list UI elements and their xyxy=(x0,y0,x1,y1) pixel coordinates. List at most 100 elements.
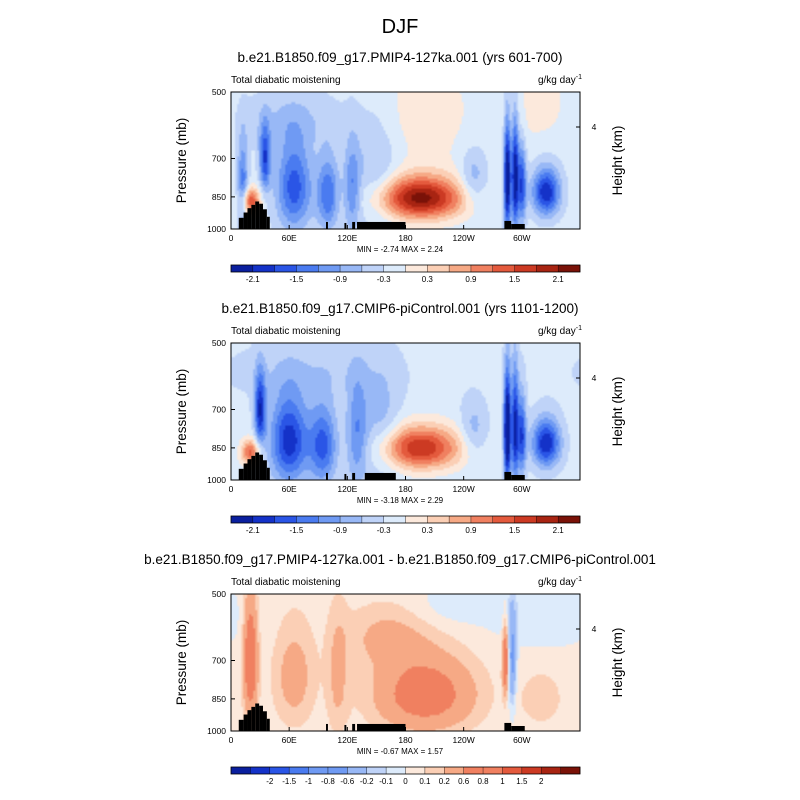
colorbar-swatch xyxy=(514,265,537,272)
topography-block xyxy=(238,468,244,480)
colorbar-swatch xyxy=(521,767,542,774)
field-contours xyxy=(231,92,580,229)
x-tick-label: 120E xyxy=(337,484,357,494)
topography-block xyxy=(504,220,512,229)
x-tick-label: 60E xyxy=(282,484,297,494)
colorbar-swatch xyxy=(383,265,406,272)
colorbar-label: -0.3 xyxy=(377,526,391,535)
topography-block xyxy=(243,463,248,480)
colorbar-swatch xyxy=(492,265,515,272)
units-base: g/kg day xyxy=(538,75,576,86)
units-base: g/kg day xyxy=(538,577,576,588)
colorbar-label: -2.1 xyxy=(246,275,260,284)
colorbar-swatch xyxy=(274,516,297,523)
topography-block xyxy=(364,472,396,480)
colorbar-swatch xyxy=(252,516,275,523)
colorbar-swatch xyxy=(386,767,406,774)
colorbar-label: 1.5 xyxy=(509,526,521,535)
colorbar-swatch xyxy=(274,265,297,272)
topography-block xyxy=(255,201,260,229)
colorbar-swatch xyxy=(502,767,523,774)
colorbar-label: -1.5 xyxy=(282,777,296,786)
x-tick-label: 0 xyxy=(229,233,234,243)
colorbar-label: 2.1 xyxy=(553,526,565,535)
x-tick-label: 180 xyxy=(398,484,412,494)
right-tick-label: 4 xyxy=(592,373,597,383)
colorbar-label: -1.5 xyxy=(290,526,304,535)
right-tick-label: 4 xyxy=(592,624,597,634)
topography-block xyxy=(511,474,525,480)
colorbar-label: -0.9 xyxy=(333,526,347,535)
topography-block xyxy=(344,724,347,731)
colorbar-label: 0.6 xyxy=(458,777,470,786)
topography-block xyxy=(243,212,248,229)
topography-block xyxy=(326,221,328,229)
figure-title: DJF xyxy=(382,16,419,38)
topography-block xyxy=(504,722,512,731)
colorbar-swatch xyxy=(514,516,537,523)
colorbar-label: 2 xyxy=(539,777,544,786)
colorbar-swatch xyxy=(231,767,251,774)
colorbar-swatch xyxy=(427,265,450,272)
y-tick-label: 850 xyxy=(212,443,226,453)
panel-1: b.e21.B1850.f09_g17.PMIP4-127ka.001 (yrs… xyxy=(174,50,625,284)
x-tick-label: 120W xyxy=(453,484,475,494)
colorbar-label: -0.3 xyxy=(377,275,391,284)
x-tick-label: 120E xyxy=(337,735,357,745)
units-exponent: -1 xyxy=(576,74,582,81)
topography-block xyxy=(262,460,267,480)
colorbar-swatch xyxy=(361,265,384,272)
colorbar-swatch xyxy=(405,265,428,272)
topography-block xyxy=(352,221,356,229)
colorbar-label: 0.1 xyxy=(419,777,431,786)
colorbar-swatch xyxy=(327,767,348,774)
colorbar-label: -2 xyxy=(266,777,274,786)
colorbar-swatch xyxy=(449,516,472,523)
topography-block xyxy=(511,725,525,731)
y-tick-label: 500 xyxy=(212,589,226,599)
colorbar-label: 1 xyxy=(500,777,505,786)
colorbar-label: 0.3 xyxy=(422,275,434,284)
right-axis-label: Height (km) xyxy=(610,377,625,447)
units-base: g/kg day xyxy=(538,326,576,337)
topography-block xyxy=(344,473,347,480)
colorbar-label: 0.2 xyxy=(439,777,451,786)
colorbar-swatch xyxy=(347,767,368,774)
y-axis-label: Pressure (mb) xyxy=(174,369,189,455)
colorbar-label: -0.6 xyxy=(340,777,354,786)
topography-block xyxy=(357,723,406,731)
colorbar-swatch xyxy=(296,516,319,523)
topography-block xyxy=(251,204,256,229)
x-tick-label: 60E xyxy=(282,735,297,745)
topography-block xyxy=(259,705,263,731)
panel-title: b.e21.B1850.f09_g17.PMIP4-127ka.001 (yrs… xyxy=(238,50,563,65)
colorbar-swatch xyxy=(252,265,275,272)
panel-2: b.e21.B1850.f09_g17.CMIP6-piControl.001 … xyxy=(174,301,625,535)
field-contours xyxy=(231,594,580,731)
variable-label: Total diabatic moistening xyxy=(231,75,341,86)
colorbar-swatch xyxy=(269,767,290,774)
x-tick-label: 0 xyxy=(229,735,234,745)
units-label: g/kg day-1 xyxy=(538,325,582,337)
y-tick-label: 1000 xyxy=(207,475,226,485)
colorbar-swatch xyxy=(405,767,426,774)
colorbar-label: 0 xyxy=(403,777,408,786)
topography-block xyxy=(259,203,263,229)
y-tick-label: 850 xyxy=(212,694,226,704)
panels: b.e21.B1850.f09_g17.PMIP4-127ka.001 (yrs… xyxy=(144,50,656,786)
x-tick-label: 120W xyxy=(453,735,475,745)
x-tick-label: 180 xyxy=(398,233,412,243)
topography-block xyxy=(255,452,260,480)
colorbar-swatch xyxy=(483,767,503,774)
colorbar-swatch xyxy=(463,767,484,774)
colorbar-swatch xyxy=(250,767,271,774)
colorbar-label: 1.5 xyxy=(516,777,528,786)
variable-label: Total diabatic moistening xyxy=(231,326,341,337)
colorbar-label: -0.1 xyxy=(379,777,393,786)
colorbar-label: 0.3 xyxy=(422,526,434,535)
y-axis-label: Pressure (mb) xyxy=(174,118,189,204)
topography-block xyxy=(266,718,270,731)
topography-block xyxy=(243,714,248,731)
colorbar-swatch xyxy=(361,516,384,523)
